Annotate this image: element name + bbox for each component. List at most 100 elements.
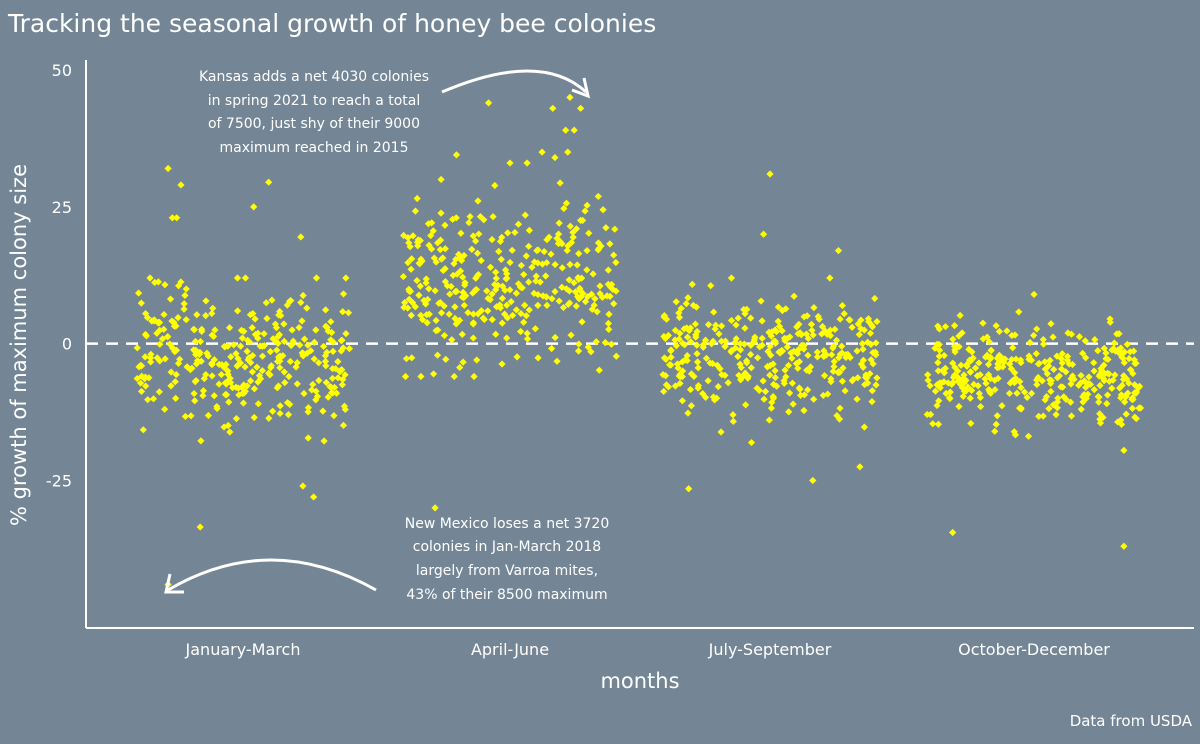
data-point bbox=[743, 305, 751, 314]
data-point bbox=[995, 363, 1003, 371]
data-point bbox=[1108, 384, 1116, 392]
data-point bbox=[1121, 398, 1129, 406]
data-point bbox=[1109, 345, 1118, 353]
data-point bbox=[962, 387, 970, 395]
data-point bbox=[324, 393, 332, 401]
data-point bbox=[810, 395, 818, 403]
data-point bbox=[1090, 367, 1098, 375]
data-point bbox=[257, 375, 265, 383]
data-point bbox=[1038, 377, 1046, 385]
data-point bbox=[975, 359, 983, 367]
data-point bbox=[469, 310, 478, 318]
data-point bbox=[449, 215, 457, 223]
data-point bbox=[555, 297, 563, 305]
data-point bbox=[479, 314, 487, 322]
data-point bbox=[154, 278, 162, 286]
data-point bbox=[211, 326, 219, 334]
data-point bbox=[200, 375, 208, 383]
data-point bbox=[284, 411, 293, 419]
data-point bbox=[958, 384, 966, 392]
data-point bbox=[310, 493, 318, 501]
data-point bbox=[809, 476, 817, 485]
data-point bbox=[488, 236, 496, 244]
data-point bbox=[774, 303, 782, 311]
data-point bbox=[269, 407, 277, 415]
data-point bbox=[167, 368, 175, 376]
data-point bbox=[1025, 352, 1033, 360]
data-point bbox=[865, 318, 873, 326]
data-point bbox=[612, 258, 620, 267]
data-point bbox=[684, 294, 692, 302]
data-point bbox=[1000, 358, 1008, 366]
data-point bbox=[933, 401, 941, 410]
data-point bbox=[1006, 360, 1014, 368]
data-point bbox=[177, 181, 185, 189]
data-point bbox=[1128, 404, 1137, 413]
data-point bbox=[559, 303, 568, 312]
data-point bbox=[688, 280, 696, 289]
data-point bbox=[796, 385, 804, 393]
data-point bbox=[522, 312, 530, 320]
data-point bbox=[721, 342, 729, 351]
data-point bbox=[1059, 383, 1067, 391]
data-point bbox=[497, 255, 505, 263]
data-point bbox=[950, 342, 959, 350]
data-point bbox=[452, 151, 461, 159]
data-point bbox=[199, 387, 208, 395]
data-point bbox=[246, 377, 255, 385]
data-point bbox=[826, 326, 834, 334]
data-point bbox=[572, 302, 580, 310]
data-point bbox=[1013, 389, 1021, 397]
data-point bbox=[767, 351, 775, 359]
data-point bbox=[955, 332, 963, 340]
data-point bbox=[139, 426, 147, 434]
data-point bbox=[795, 320, 803, 328]
data-point bbox=[551, 260, 559, 269]
data-point bbox=[437, 175, 445, 184]
data-point bbox=[451, 303, 459, 311]
data-point bbox=[975, 389, 983, 398]
data-point bbox=[583, 201, 591, 209]
data-point bbox=[498, 360, 506, 368]
data-point bbox=[431, 287, 439, 295]
data-point bbox=[253, 363, 261, 371]
data-point bbox=[283, 301, 291, 309]
data-point bbox=[146, 274, 154, 282]
data-point bbox=[489, 213, 497, 221]
data-point bbox=[711, 325, 719, 333]
data-point bbox=[1122, 410, 1130, 418]
y-tick-label: 25 bbox=[52, 198, 72, 217]
data-point bbox=[530, 258, 539, 266]
data-point bbox=[810, 304, 818, 312]
data-point bbox=[147, 358, 155, 366]
data-point bbox=[766, 371, 774, 379]
data-point bbox=[430, 254, 438, 262]
data-point bbox=[254, 400, 262, 408]
data-point bbox=[727, 348, 735, 356]
data-point bbox=[251, 315, 259, 323]
data-point bbox=[319, 342, 328, 351]
data-point bbox=[591, 295, 599, 303]
data-point bbox=[525, 242, 533, 250]
data-point bbox=[192, 346, 200, 354]
data-point bbox=[991, 386, 999, 394]
data-point bbox=[275, 353, 283, 361]
data-point bbox=[460, 251, 468, 260]
data-point bbox=[1034, 360, 1043, 368]
data-point bbox=[488, 316, 496, 324]
data-point bbox=[835, 354, 843, 362]
data-point bbox=[841, 387, 849, 395]
data-point bbox=[1096, 381, 1104, 390]
data-point bbox=[1122, 393, 1130, 401]
data-point bbox=[686, 324, 695, 332]
data-point bbox=[143, 313, 152, 322]
data-point bbox=[224, 370, 232, 378]
data-point bbox=[164, 333, 172, 341]
data-point bbox=[142, 382, 150, 390]
data-point bbox=[408, 354, 416, 362]
data-point bbox=[594, 192, 602, 201]
data-point bbox=[566, 93, 574, 101]
data-point bbox=[166, 295, 175, 303]
data-point bbox=[993, 412, 1001, 420]
